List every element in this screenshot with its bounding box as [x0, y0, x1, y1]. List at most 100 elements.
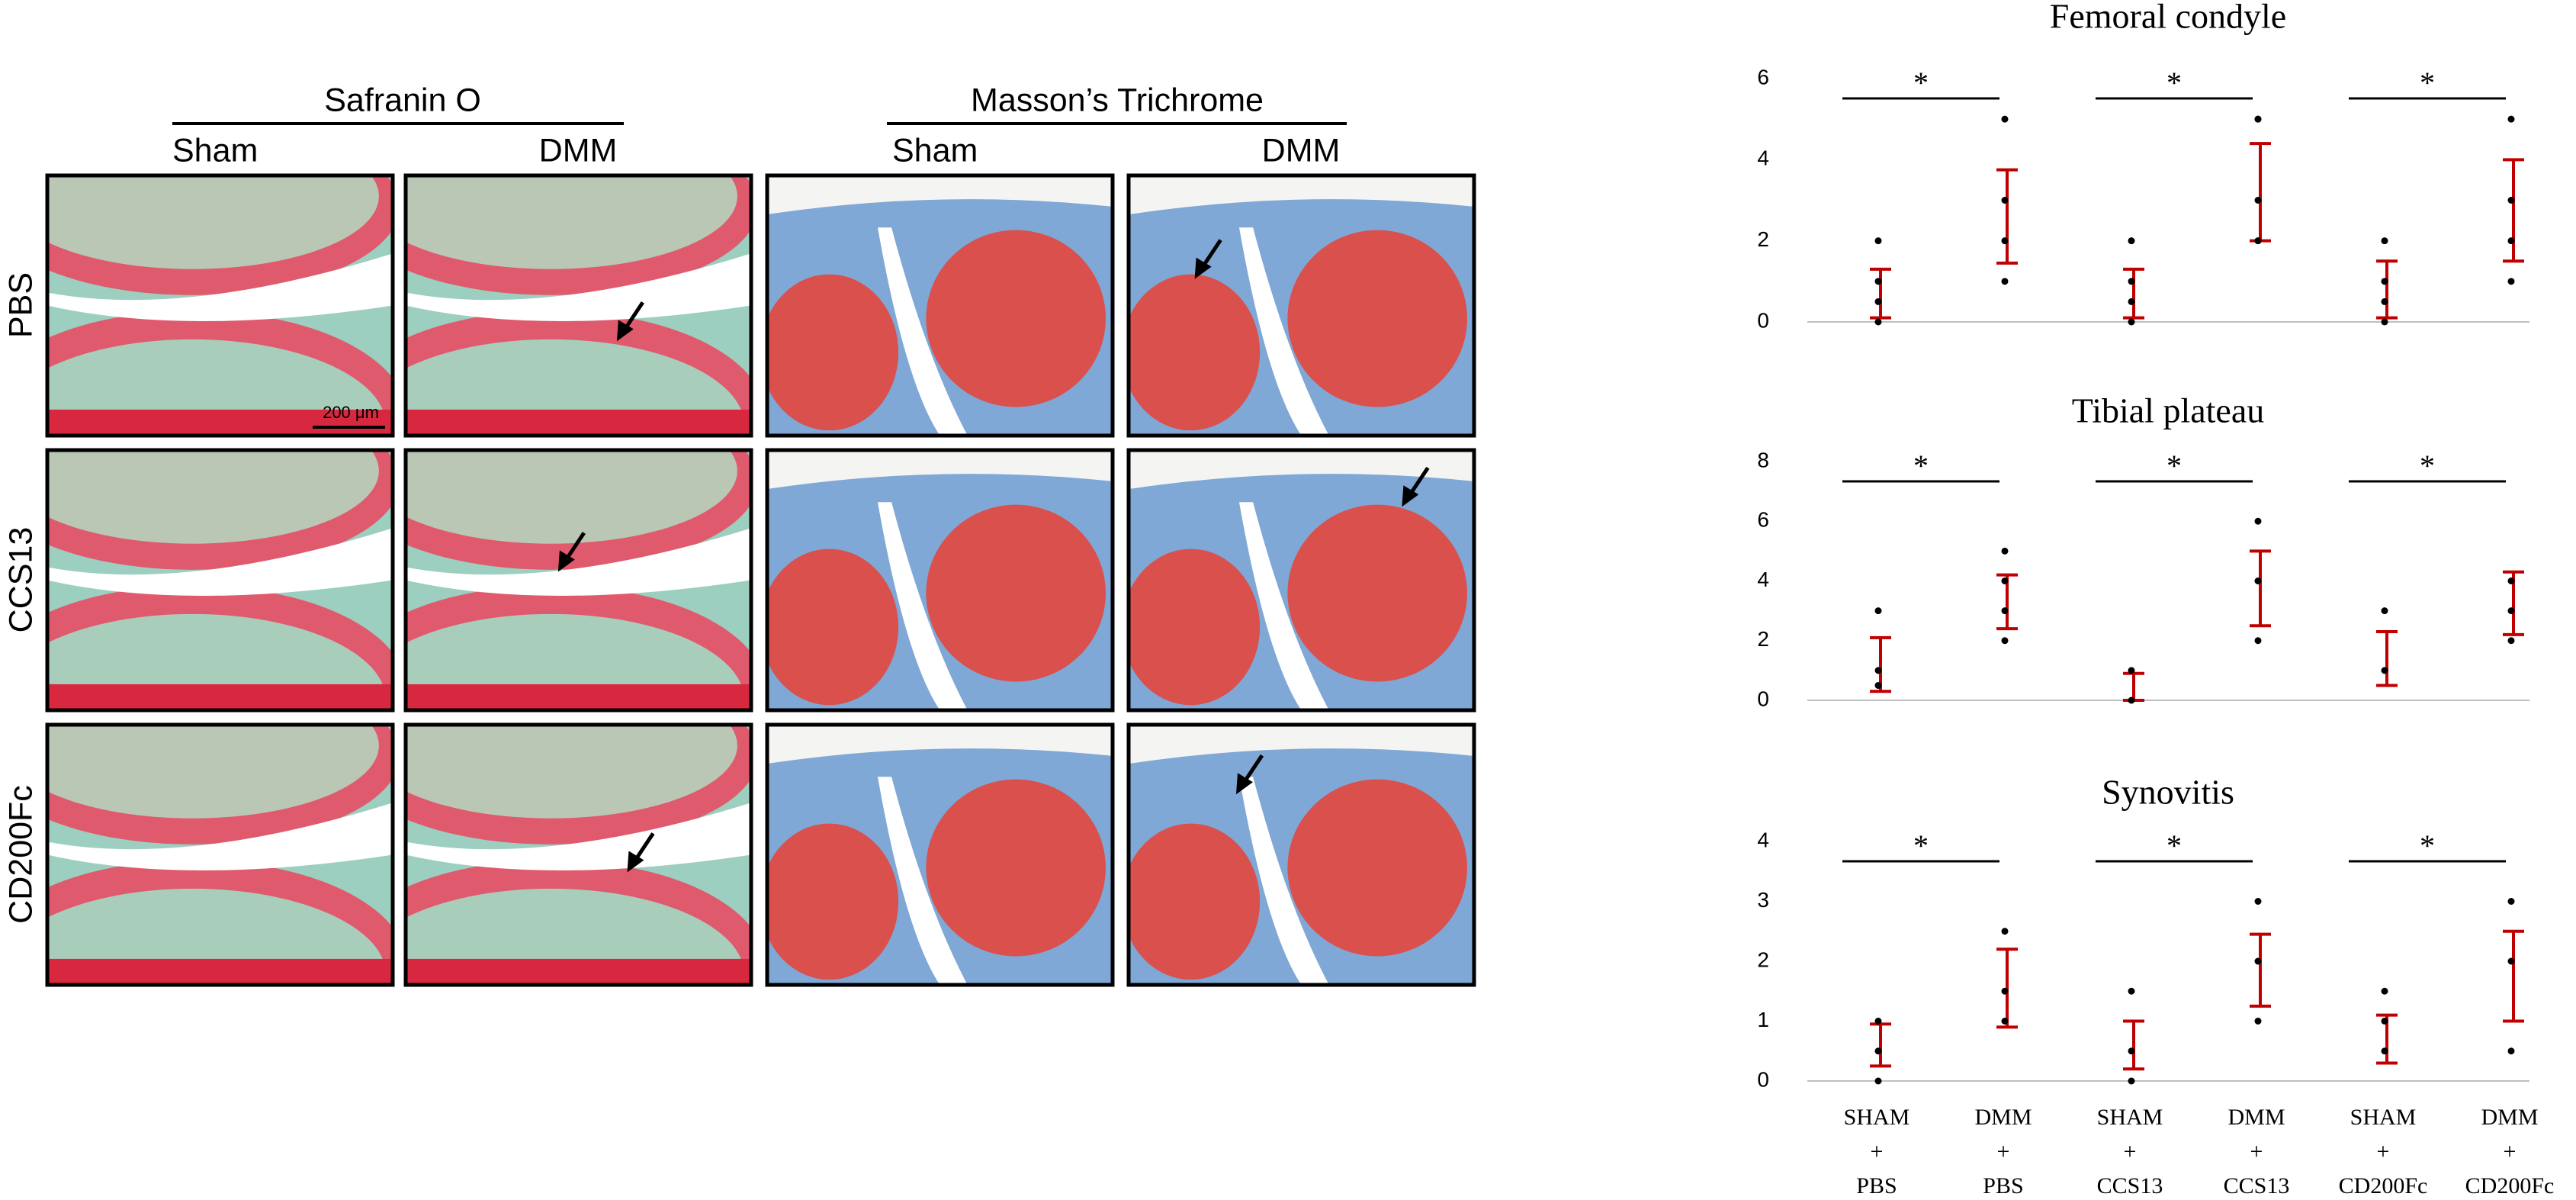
- data-point: [2381, 237, 2388, 245]
- data-point: [1874, 318, 1882, 326]
- data-point: [2254, 1018, 2262, 1025]
- bone: [47, 175, 379, 269]
- y-tick-label: 4: [1757, 568, 1769, 591]
- x-tick-label: +: [1871, 1139, 1884, 1164]
- data-point: [2001, 928, 2009, 935]
- bone: [1287, 230, 1467, 407]
- error-bar: [2376, 630, 2398, 687]
- data-point: [2001, 115, 2009, 123]
- data-point: [2507, 197, 2515, 204]
- tidemark: [47, 409, 393, 436]
- column-label: DMM: [539, 132, 618, 169]
- joint-space: [1238, 227, 1329, 436]
- data-point: [2507, 237, 2515, 245]
- data-point: [2254, 637, 2262, 645]
- data-point: [2254, 197, 2262, 204]
- data-point: [2001, 1018, 2009, 1025]
- histology-image: [1129, 175, 1474, 436]
- arrow-head: [627, 851, 644, 873]
- histology-image: [767, 725, 1113, 985]
- error-bar: [2250, 549, 2271, 628]
- significance-label: *: [2420, 66, 2435, 100]
- data-point: [2507, 115, 2515, 123]
- x-tick-label: CCS13: [2224, 1173, 2290, 1198]
- y-tick-label: 0: [1757, 308, 1769, 332]
- stain-title: Safranin O: [324, 82, 481, 118]
- error-bar: [1996, 947, 2018, 1029]
- error-bar: [2123, 267, 2144, 320]
- data-point: [1874, 298, 1882, 305]
- y-tick-label: 4: [1757, 146, 1769, 170]
- data-point: [2254, 115, 2262, 123]
- x-tick-label: CCS13: [2097, 1173, 2163, 1198]
- data-point: [1874, 667, 1882, 674]
- histology-image: [767, 175, 1113, 436]
- y-tick-label: 6: [1757, 508, 1769, 532]
- joint-space: [406, 803, 751, 870]
- data-point: [2381, 298, 2388, 305]
- data-point: [2128, 1077, 2135, 1085]
- bone: [1129, 549, 1261, 706]
- data-point: [1874, 607, 1882, 615]
- x-tick-label: SHAM: [2097, 1105, 2163, 1130]
- image-border: [403, 722, 753, 987]
- histology-image: [47, 725, 393, 985]
- image-border: [45, 173, 395, 438]
- data-point: [1874, 237, 1882, 245]
- data-point: [2507, 957, 2515, 965]
- error-bar: [1996, 573, 2018, 631]
- data-point: [2128, 697, 2135, 704]
- joint-space: [877, 227, 968, 436]
- joint-space: [47, 253, 393, 321]
- y-tick-label: 8: [1757, 448, 1769, 471]
- data-point: [2128, 298, 2135, 305]
- data-point: [2381, 278, 2388, 285]
- data-point: [2254, 957, 2262, 965]
- error-bar: [1870, 635, 1891, 693]
- error-bar: [2250, 932, 2271, 1008]
- joint-space: [877, 777, 968, 985]
- image-border: [45, 722, 395, 987]
- error-bar: [2503, 929, 2524, 1023]
- error-bar: [2250, 142, 2271, 243]
- bone: [926, 779, 1106, 957]
- data-point: [2001, 547, 2009, 555]
- x-tick-label: +: [2504, 1139, 2517, 1164]
- histology-image: [406, 175, 751, 436]
- tidemark: [47, 684, 393, 710]
- charts: Femoral condyle 0 2 4 6 * * * Tibial plateau 0 2 4 6…: [1757, 0, 2554, 1198]
- data-point: [2507, 278, 2515, 285]
- bone: [406, 725, 737, 819]
- chart-title: Tibial plateau: [2072, 391, 2265, 430]
- data-point: [2001, 197, 2009, 204]
- joint-space: [1238, 502, 1329, 710]
- image-border: [1126, 722, 1476, 987]
- significance-label: *: [2166, 828, 2182, 863]
- histology-image: [406, 725, 751, 985]
- data-point: [2128, 667, 2135, 674]
- data-point: [2128, 1047, 2135, 1055]
- data-point: [2254, 517, 2262, 525]
- image-border: [1126, 173, 1476, 438]
- joint-space: [406, 528, 751, 596]
- bone: [767, 823, 899, 980]
- image-border: [403, 448, 753, 713]
- bone: [406, 450, 737, 544]
- bone: [1287, 504, 1467, 682]
- bone: [767, 274, 899, 431]
- significance-label: *: [1913, 449, 1929, 483]
- data-point: [1874, 1047, 1882, 1055]
- stain-title: Masson’s Trichrome: [971, 82, 1264, 118]
- data-point: [2507, 898, 2515, 905]
- y-tick-label: 0: [1757, 1067, 1769, 1091]
- data-point: [2001, 637, 2009, 645]
- joint-space: [47, 528, 393, 596]
- bone: [47, 725, 379, 819]
- y-tick-label: 1: [1757, 1008, 1769, 1031]
- bone: [926, 504, 1106, 682]
- error-bar: [1996, 168, 2018, 265]
- significance-label: *: [2420, 828, 2435, 863]
- data-point: [2381, 987, 2388, 995]
